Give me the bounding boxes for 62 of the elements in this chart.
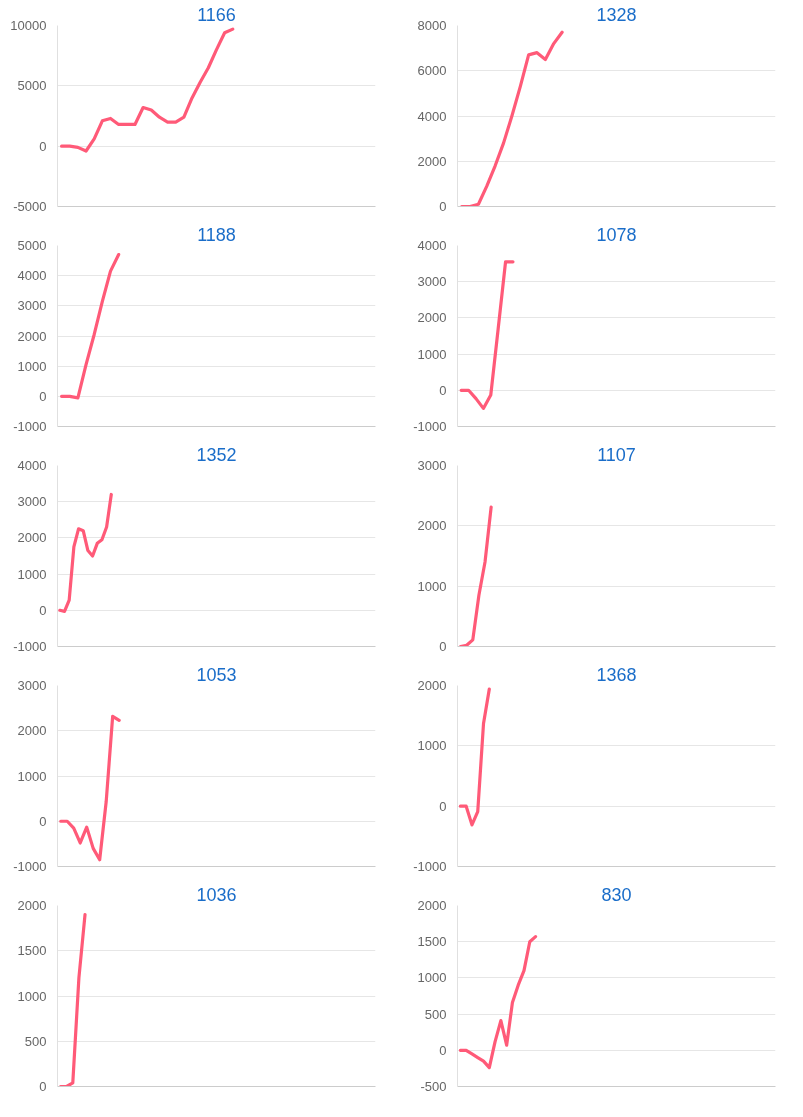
y-tick-label: 0 (439, 199, 447, 214)
y-tick-label: 6000 (417, 63, 447, 79)
y-tick-label: 1000 (417, 346, 447, 362)
y-tick-label: 500 (24, 1033, 47, 1049)
y-tick-label: 2000 (17, 898, 47, 913)
y-tick-label: 2000 (17, 723, 47, 739)
y-tick-label: 1000 (17, 566, 47, 582)
chart-title: 1036 (196, 884, 237, 905)
chart-title: 1352 (196, 444, 237, 465)
y-tick-label: 0 (39, 138, 47, 154)
y-tick-label: 2000 (417, 678, 447, 693)
y-tick-label: -500 (420, 1079, 447, 1094)
y-tick-label: -1000 (13, 859, 47, 874)
chart-title: 1078 (596, 224, 637, 245)
y-tick-label: 2000 (417, 518, 447, 534)
y-tick-label: 0 (39, 602, 47, 618)
y-tick-label: 2000 (417, 153, 447, 169)
y-tick-label: 8000 (417, 18, 447, 33)
y-tick-label: 3000 (17, 298, 47, 314)
chart-title: 1053 (196, 664, 237, 685)
y-tick-label: 0 (439, 1042, 447, 1058)
y-tick-label: -1000 (413, 859, 447, 874)
chart-title: 1107 (597, 444, 636, 465)
y-tick-label: 2000 (417, 310, 447, 326)
y-tick-label: 4000 (17, 268, 47, 284)
y-tick-label: 1000 (17, 768, 47, 784)
y-tick-label: 0 (439, 798, 447, 814)
y-tick-label: 4000 (417, 238, 447, 253)
y-tick-label: 2000 (417, 898, 447, 913)
y-tick-label: 500 (424, 1006, 447, 1022)
y-tick-label: 1500 (17, 943, 47, 959)
chart-title: 1368 (596, 664, 637, 685)
y-tick-label: 4000 (417, 108, 447, 124)
chart-title: 830 (601, 884, 632, 905)
y-tick-label: 1000 (17, 358, 47, 374)
y-tick-label: 0 (439, 382, 447, 398)
y-tick-label: 5000 (17, 238, 47, 253)
chart-title: 1328 (596, 4, 637, 25)
y-tick-label: 3000 (417, 458, 447, 473)
y-tick-label: -5000 (13, 199, 47, 214)
y-tick-label: 1000 (417, 970, 447, 986)
y-tick-label: 0 (439, 639, 447, 654)
chart-title: 1188 (197, 224, 236, 245)
y-tick-label: 10000 (10, 18, 47, 33)
y-tick-label: 1000 (17, 988, 47, 1004)
y-tick-label: 3000 (417, 274, 447, 290)
y-tick-label: 0 (39, 388, 47, 404)
y-tick-label: 1000 (417, 578, 447, 594)
y-tick-label: 2000 (17, 530, 47, 546)
y-tick-label: -1000 (413, 419, 447, 434)
y-tick-label: -1000 (13, 639, 47, 654)
y-tick-label: 0 (39, 813, 47, 829)
y-tick-label: 0 (39, 1079, 47, 1094)
y-tick-label: 1500 (417, 934, 447, 950)
y-tick-label: 3000 (17, 678, 47, 693)
chart-title: 1166 (197, 4, 236, 25)
y-tick-label: 5000 (17, 78, 47, 94)
y-tick-label: 1000 (417, 738, 447, 754)
y-tick-label: 2000 (17, 328, 47, 344)
y-tick-label: -1000 (13, 419, 47, 434)
y-tick-label: 3000 (17, 494, 47, 510)
y-tick-label: 4000 (17, 458, 47, 473)
